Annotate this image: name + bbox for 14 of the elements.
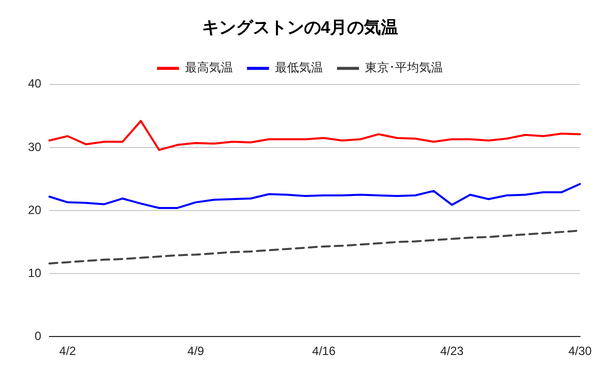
x-tick-label: 4/9 <box>187 344 204 358</box>
y-tick-label: 30 <box>28 140 42 154</box>
chart-title: キングストンの4月の気温 <box>202 18 398 37</box>
y-tick-label: 0 <box>34 328 42 343</box>
x-tick-label: 4/16 <box>312 344 336 358</box>
legend-label: 最低気温 <box>275 60 323 75</box>
x-tick-label: 4/23 <box>440 344 464 358</box>
x-tick-label: 4/30 <box>568 344 592 358</box>
y-tick-label: 20 <box>28 202 42 217</box>
x-tick-label: 4/2 <box>59 344 76 358</box>
y-tick-label: 40 <box>28 76 42 91</box>
legend-label: 東京･平均気温 <box>365 60 443 75</box>
legend-label: 最高気温 <box>185 60 233 75</box>
y-tick-label: 10 <box>28 266 42 280</box>
